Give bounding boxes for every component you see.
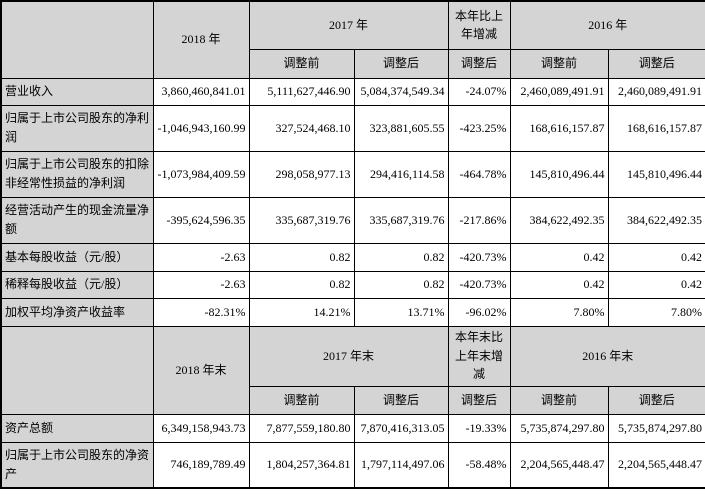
- value-2017-pre: 335,687,319.76: [248, 196, 355, 244]
- value-2017-pre: 298,058,977.13: [248, 150, 355, 198]
- table-row-basic-eps: 基本每股收益（元/股） -2.63 0.82 0.82 -420.73% 0.4…: [0, 242, 705, 272]
- value-2018: -2.63: [152, 270, 250, 299]
- value-2017-post: 1,797,114,497.06: [353, 441, 449, 489]
- header1-sub-2016-pre: 调整前: [509, 48, 609, 79]
- value-2017-post: 335,687,319.76: [353, 196, 449, 244]
- header2-col-2016: 2016 年末: [509, 325, 705, 387]
- row-label: 归属于上市公司股东的净利润: [0, 104, 154, 152]
- value-2016-pre: 2,460,089,491.91: [509, 77, 609, 106]
- value-2016-pre: 2,204,565,448.47: [509, 441, 609, 489]
- header1-sub-2017-post: 调整后: [353, 48, 449, 79]
- value-2016-pre: 168,616,157.87: [509, 104, 609, 152]
- value-2016-post: 2,460,089,491.91: [607, 77, 705, 106]
- row-label: 营业收入: [0, 77, 154, 106]
- value-2018: 746,189,789.49: [152, 441, 250, 489]
- value-2016-post: 145,810,496.44: [607, 150, 705, 198]
- table-row-total-assets: 资产总额 6,349,158,943.73 7,877,559,180.80 7…: [0, 413, 705, 443]
- value-2017-pre: 14.21%: [248, 297, 355, 327]
- value-2017-post: 0.82: [353, 270, 449, 299]
- value-2018: -395,624,596.35: [152, 196, 250, 244]
- value-2016-post: 168,616,157.87: [607, 104, 705, 152]
- header2-col-2017: 2017 年末: [248, 325, 449, 387]
- value-2016-post: 384,622,492.35: [607, 196, 705, 244]
- value-2016-pre: 0.42: [509, 242, 609, 272]
- value-2018: -82.31%: [152, 297, 250, 327]
- value-2017-pre: 0.82: [248, 270, 355, 299]
- value-2017-pre: 1,804,257,364.81: [248, 441, 355, 489]
- table-row-diluted-eps: 稀释每股收益（元/股） -2.63 0.82 0.82 -420.73% 0.4…: [0, 270, 705, 299]
- header1-col-2017: 2017 年: [248, 0, 449, 50]
- header1-row-top: 2018 年 2017 年 本年比上年增减 2016 年: [0, 0, 705, 79]
- value-2017-pre: 5,111,627,446.90: [248, 77, 355, 106]
- value-2017-pre: 0.82: [248, 242, 355, 272]
- value-2016-pre: 384,622,492.35: [509, 196, 609, 244]
- table-row-weighted-avg-roe: 加权平均净资产收益率 -82.31% 14.21% 13.71% -96.02%…: [0, 297, 705, 327]
- table-row-net-profit-deducted: 归属于上市公司股东的扣除非经常性损益的净利润 -1,073,984,409.59…: [0, 150, 705, 198]
- header2-sub-2017-post: 调整后: [353, 385, 449, 415]
- value-2016-pre: 0.42: [509, 270, 609, 299]
- value-2017-post: 7,870,416,313.05: [353, 413, 449, 443]
- value-2016-pre: 7.80%: [509, 297, 609, 327]
- value-2018: -1,073,984,409.59: [152, 150, 250, 198]
- value-2018: -2.63: [152, 242, 250, 272]
- table-row-operating-cash-flow: 经营活动产生的现金流量净额 -395,624,596.35 335,687,31…: [0, 196, 705, 244]
- value-2017-post: 294,416,114.58: [353, 150, 449, 198]
- table-row-net-profit: 归属于上市公司股东的净利润 -1,046,943,160.99 327,524,…: [0, 104, 705, 152]
- header1-col-change: 本年比上年增减: [447, 0, 511, 50]
- value-2016-post: 0.42: [607, 242, 705, 272]
- header2-sub-2016-post: 调整后: [607, 385, 705, 415]
- value-2016-post: 7.80%: [607, 297, 705, 327]
- value-change: -423.25%: [447, 104, 511, 152]
- header1-sub-2017-pre: 调整前: [248, 48, 355, 79]
- header1-row-sub: 调整前 调整后 调整后 调整前 调整后: [1, 48, 705, 79]
- row-label: 稀释每股收益（元/股）: [0, 270, 154, 299]
- table-row-revenue: 营业收入 3,860,460,841.01 5,111,627,446.90 5…: [0, 77, 705, 106]
- row-label: 归属于上市公司股东的扣除非经常性损益的净利润: [0, 150, 154, 198]
- value-change: -19.33%: [447, 413, 511, 443]
- value-2018: 3,860,460,841.01: [152, 77, 250, 106]
- value-2017-pre: 327,524,468.10: [248, 104, 355, 152]
- header1-sub-2016-post: 调整后: [607, 48, 705, 79]
- row-label: 基本每股收益（元/股）: [0, 242, 154, 272]
- value-change: -464.78%: [447, 150, 511, 198]
- header1-sub-change-post: 调整后: [447, 48, 511, 79]
- value-2016-pre: 5,735,874,297.80: [509, 413, 609, 443]
- row-label: 经营活动产生的现金流量净额: [0, 196, 154, 244]
- value-change: -420.73%: [447, 242, 511, 272]
- table-row-net-assets: 归属于上市公司股东的净资产 746,189,789.49 1,804,257,3…: [0, 441, 705, 489]
- header2-row-sub: 调整前 调整后 调整后 调整前 调整后: [1, 385, 705, 415]
- value-2018: -1,046,943,160.99: [152, 104, 250, 152]
- row-label: 加权平均净资产收益率: [0, 297, 154, 327]
- header2-sub-2016-pre: 调整前: [509, 385, 609, 415]
- header2-sub-change-post: 调整后: [447, 385, 511, 415]
- value-2018: 6,349,158,943.73: [152, 413, 250, 443]
- value-2017-post: 323,881,605.55: [353, 104, 449, 152]
- value-2017-post: 13.71%: [353, 297, 449, 327]
- header2-col-2018: 2018 年末: [152, 325, 250, 415]
- header1-col-2016: 2016 年: [509, 0, 705, 50]
- header2-row-top: 2018 年末 2017 年末 本年末比上年末增减 2016 年末: [0, 325, 705, 415]
- value-change: -96.02%: [447, 297, 511, 327]
- row-label: 归属于上市公司股东的净资产: [0, 441, 154, 489]
- value-2016-post: 0.42: [607, 270, 705, 299]
- header1-col-2018: 2018 年: [152, 0, 250, 79]
- value-change: -217.86%: [447, 196, 511, 244]
- value-2017-post: 5,084,374,549.34: [353, 77, 449, 106]
- header1-blank-cell: [0, 0, 154, 79]
- value-2017-post: 0.82: [353, 242, 449, 272]
- header2-blank-cell: [0, 325, 154, 415]
- value-2016-post: 5,735,874,297.80: [607, 413, 705, 443]
- value-change: -420.73%: [447, 270, 511, 299]
- header2-col-change: 本年末比上年末增减: [447, 325, 511, 387]
- row-label: 资产总额: [0, 413, 154, 443]
- value-2016-pre: 145,810,496.44: [509, 150, 609, 198]
- value-2017-pre: 7,877,559,180.80: [248, 413, 355, 443]
- value-change: -58.48%: [447, 441, 511, 489]
- value-2016-post: 2,204,565,448.47: [607, 441, 705, 489]
- value-change: -24.07%: [447, 77, 511, 106]
- header2-sub-2017-pre: 调整前: [248, 385, 355, 415]
